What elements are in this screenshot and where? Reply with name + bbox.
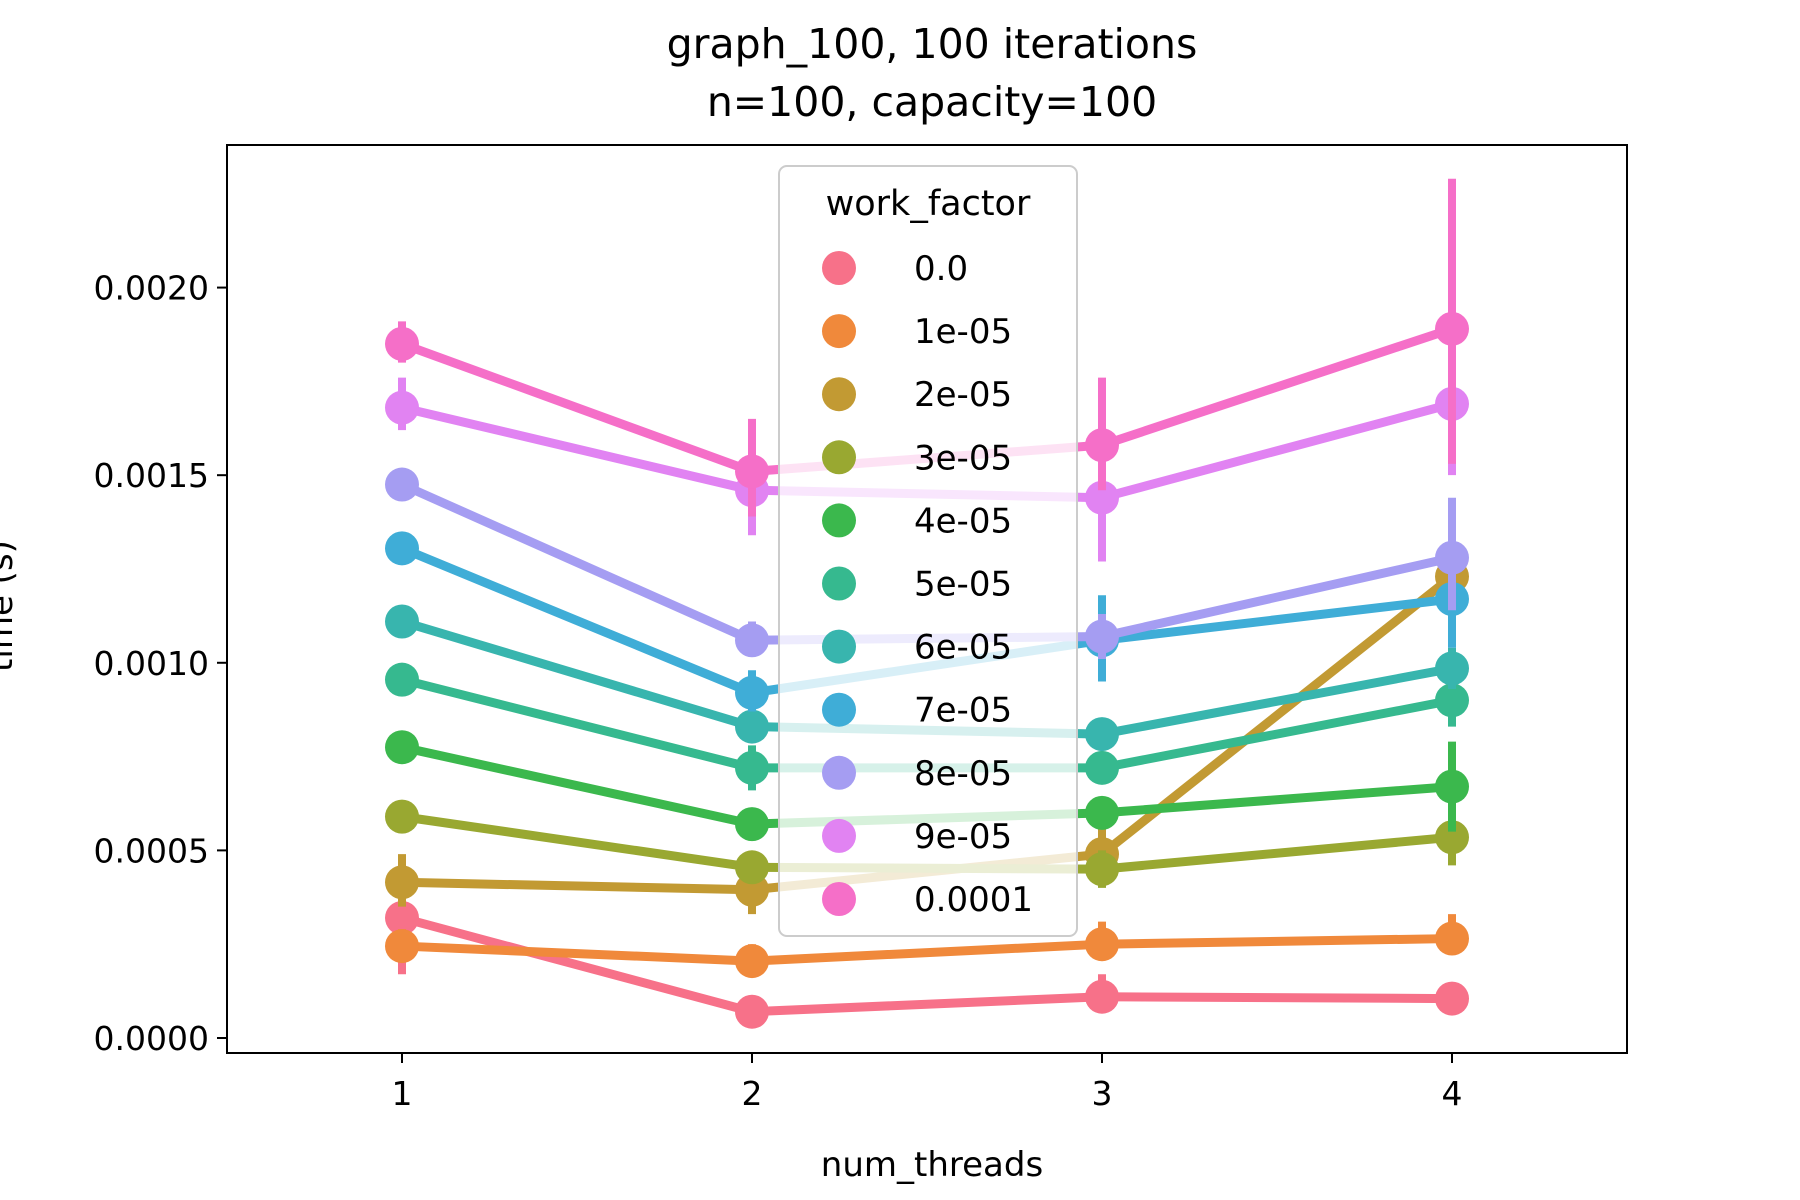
data-point — [1435, 981, 1469, 1016]
data-point — [1085, 480, 1119, 515]
legend-label: 6e-05 — [914, 628, 1012, 668]
legend: work_factor 0.0 1e-05 2e-05 3e-05 4e-05 5e-05 6… — [778, 165, 1078, 937]
legend-box — [778, 165, 1078, 937]
data-point — [1085, 852, 1119, 887]
data-point — [735, 709, 769, 744]
x-tick-label-3: 4 — [1442, 1074, 1463, 1113]
data-point — [1085, 979, 1119, 1014]
legend-title: work_factor — [826, 184, 1031, 224]
data-point — [385, 531, 419, 566]
y-tick-label-2: 0.0010 — [94, 644, 209, 683]
data-point — [1085, 619, 1119, 654]
chart-title: graph_100, 100 iterations — [667, 20, 1198, 68]
plot-frame — [226, 144, 1628, 1054]
legend-label: 9e-05 — [914, 817, 1012, 857]
y-tick-label-4: 0.0020 — [94, 269, 209, 308]
data-point — [735, 750, 769, 785]
legend-label: 5e-05 — [914, 565, 1012, 605]
x-tick-label-2: 3 — [1092, 1074, 1113, 1113]
data-point — [1085, 717, 1119, 752]
legend-marker — [822, 629, 856, 664]
data-point — [1435, 769, 1469, 804]
legend-label: 4e-05 — [914, 501, 1012, 541]
data-point — [1435, 683, 1469, 718]
legend-label: 1e-05 — [914, 312, 1012, 352]
data-point — [385, 865, 419, 900]
data-point — [735, 454, 769, 489]
data-point — [735, 944, 769, 979]
data-point — [1085, 428, 1119, 463]
data-point — [1085, 750, 1119, 785]
legend-marker — [822, 882, 856, 916]
x-tick-label-1: 2 — [742, 1074, 763, 1113]
legend-marker — [822, 251, 856, 285]
data-point — [1085, 795, 1119, 830]
legend-marker — [822, 503, 856, 538]
data-point — [385, 662, 419, 697]
legend-label: 7e-05 — [914, 691, 1012, 731]
legend-marker — [822, 440, 856, 475]
data-point — [385, 900, 419, 935]
y-tick-label-3: 0.0015 — [94, 456, 209, 495]
data-point — [1435, 540, 1469, 575]
x-axis-label: num_threads — [821, 1145, 1043, 1185]
series-0.0001 — [385, 178, 1469, 517]
data-point — [385, 604, 419, 639]
data-point — [1085, 927, 1119, 962]
legend-label: 2e-05 — [914, 375, 1012, 415]
data-point — [385, 799, 419, 834]
data-point — [1435, 921, 1469, 956]
legend-marker — [822, 692, 856, 727]
series-0.0 — [385, 857, 1469, 1029]
data-point — [735, 994, 769, 1029]
data-point — [385, 467, 419, 502]
legend-label: 0.0 — [914, 249, 968, 289]
legend-marker — [822, 755, 856, 790]
data-point — [735, 675, 769, 710]
data-point — [385, 326, 419, 361]
data-point — [1435, 651, 1469, 686]
data-point — [385, 390, 419, 425]
legend-marker — [822, 818, 856, 853]
data-point — [385, 730, 419, 765]
data-point — [735, 623, 769, 658]
series-line — [397, 913, 1457, 1017]
legend-label: 3e-05 — [914, 438, 1012, 478]
legend-label: 8e-05 — [914, 754, 1012, 794]
y-tick-label-0: 0.0000 — [94, 1019, 209, 1058]
legend-marker — [822, 566, 856, 601]
x-tick-label-0: 1 — [392, 1074, 413, 1113]
data-point — [735, 850, 769, 885]
data-point — [1435, 311, 1469, 346]
series-1e-05 — [385, 914, 1469, 979]
data-point — [735, 807, 769, 842]
y-tick-label-1: 0.0005 — [94, 831, 209, 870]
legend-marker — [822, 377, 856, 412]
chart-subtitle: n=100, capacity=100 — [707, 78, 1157, 126]
y-axis-label: time (s) — [0, 540, 21, 672]
series-line — [397, 934, 1457, 966]
legend-label: 0.0001 — [914, 880, 1033, 920]
data-point — [1435, 820, 1469, 855]
data-point — [385, 929, 419, 964]
legend-marker — [822, 314, 856, 349]
